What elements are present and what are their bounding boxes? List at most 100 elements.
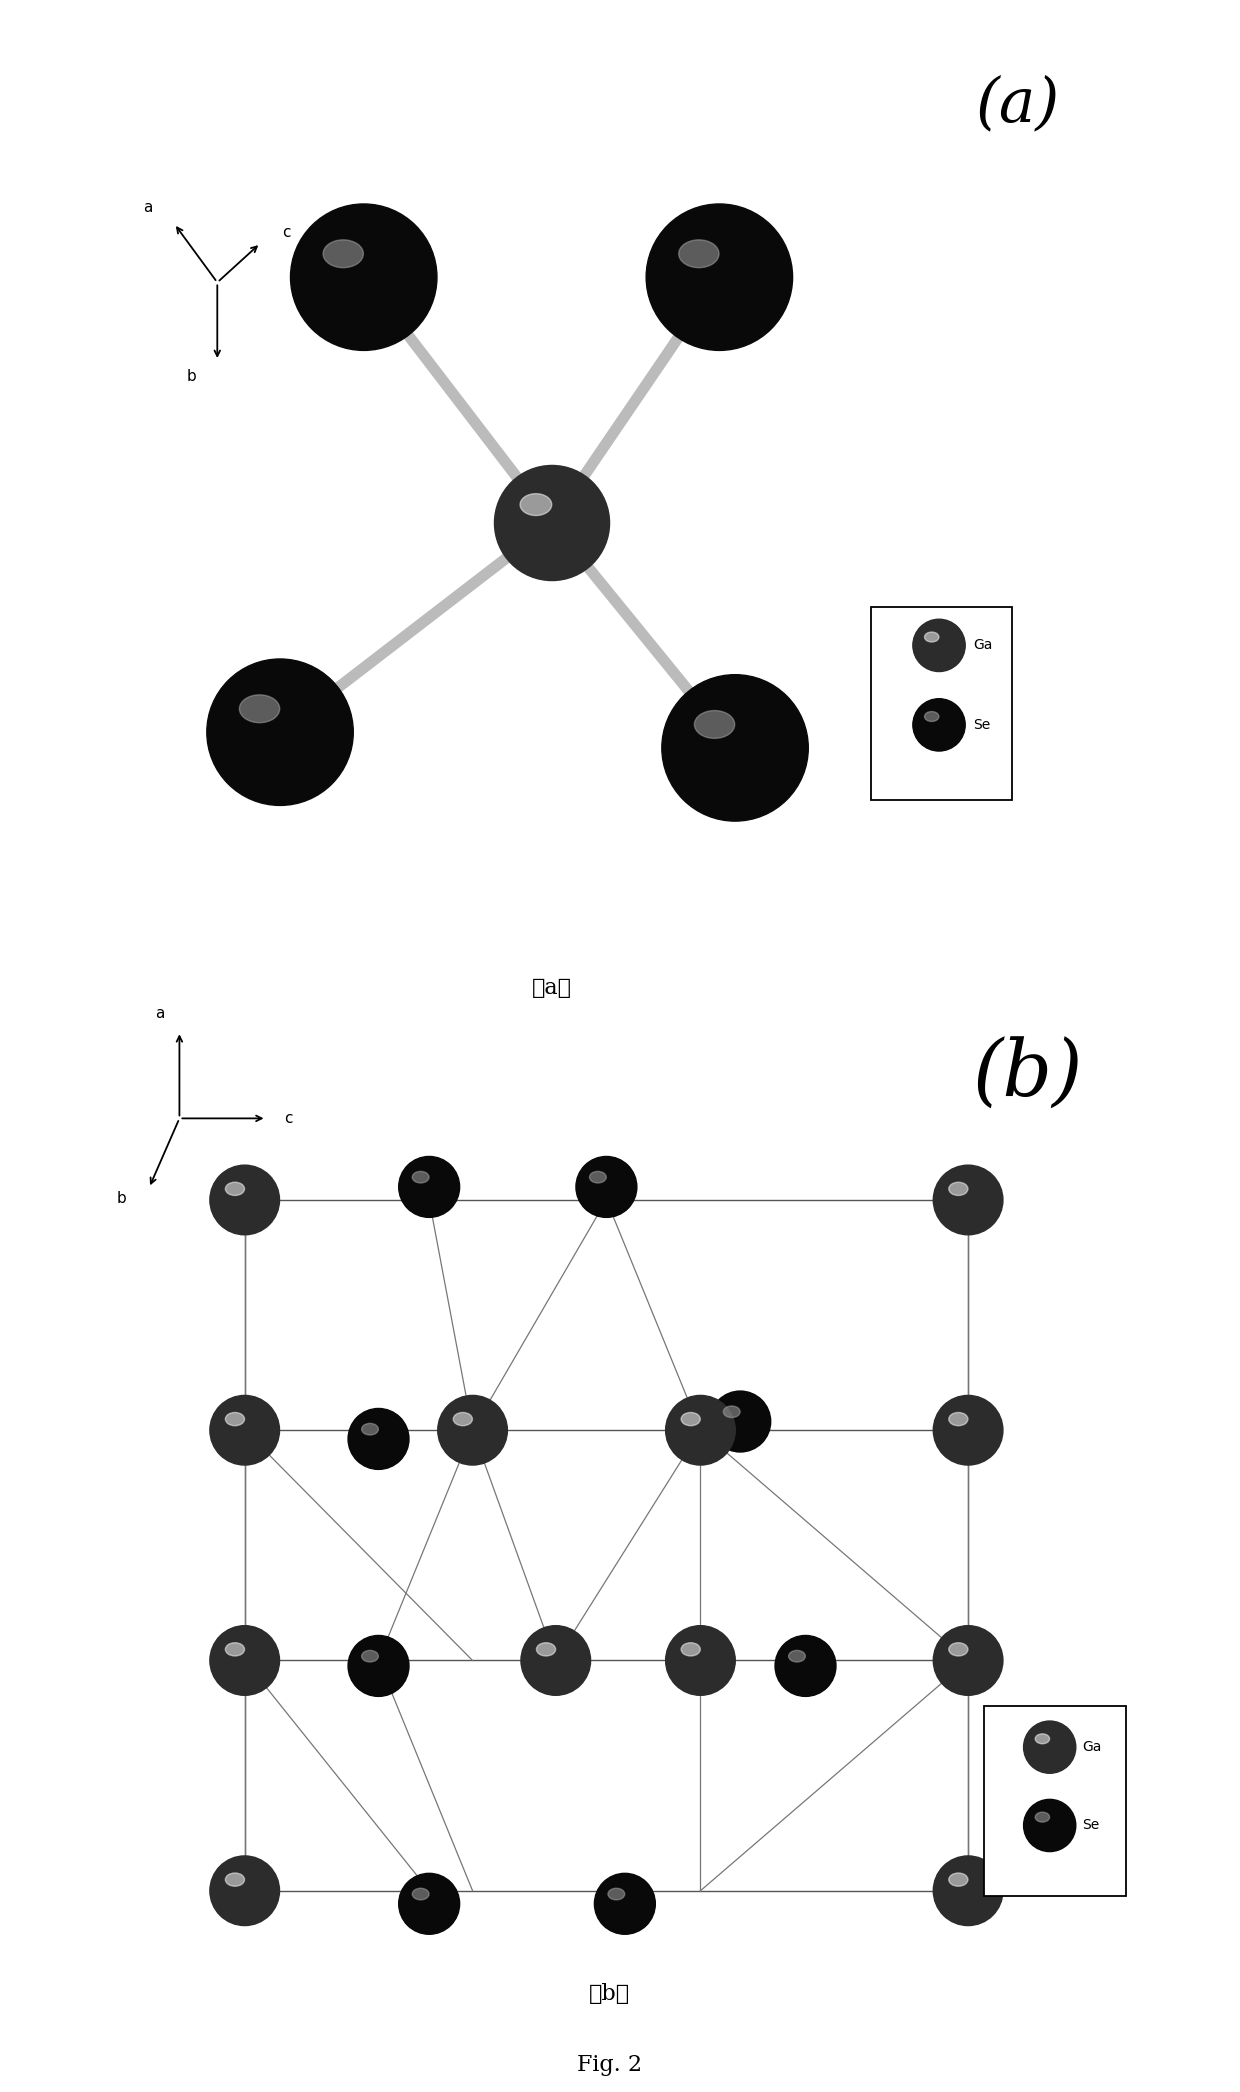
- Ellipse shape: [239, 692, 320, 772]
- Ellipse shape: [589, 1172, 606, 1182]
- Text: (b): (b): [972, 1038, 1084, 1113]
- Ellipse shape: [224, 1640, 264, 1680]
- Ellipse shape: [691, 249, 749, 308]
- Ellipse shape: [423, 1897, 436, 1910]
- Ellipse shape: [804, 1663, 807, 1667]
- Ellipse shape: [1034, 1732, 1065, 1761]
- Ellipse shape: [713, 1393, 768, 1450]
- Ellipse shape: [614, 1893, 636, 1916]
- Ellipse shape: [952, 1644, 983, 1676]
- Ellipse shape: [523, 1628, 588, 1692]
- Ellipse shape: [601, 1182, 611, 1192]
- Ellipse shape: [547, 517, 558, 529]
- Ellipse shape: [595, 1176, 618, 1199]
- Ellipse shape: [424, 1900, 434, 1908]
- Ellipse shape: [216, 667, 345, 797]
- Ellipse shape: [526, 1632, 585, 1690]
- Ellipse shape: [666, 1395, 735, 1464]
- Ellipse shape: [582, 1161, 631, 1211]
- Ellipse shape: [1048, 1745, 1052, 1749]
- Ellipse shape: [372, 1433, 386, 1446]
- Ellipse shape: [672, 1632, 728, 1688]
- Ellipse shape: [672, 230, 768, 324]
- Ellipse shape: [401, 1159, 458, 1215]
- Ellipse shape: [604, 1883, 646, 1925]
- Ellipse shape: [410, 1885, 448, 1923]
- Ellipse shape: [960, 1653, 977, 1669]
- Ellipse shape: [578, 1159, 635, 1215]
- Ellipse shape: [456, 1414, 489, 1448]
- Ellipse shape: [247, 699, 312, 766]
- Ellipse shape: [673, 232, 765, 322]
- Ellipse shape: [919, 705, 959, 745]
- Ellipse shape: [358, 1646, 399, 1686]
- Ellipse shape: [784, 1644, 827, 1688]
- Ellipse shape: [942, 1406, 993, 1456]
- Ellipse shape: [951, 1414, 985, 1448]
- Ellipse shape: [792, 1653, 820, 1680]
- Ellipse shape: [227, 680, 334, 784]
- Ellipse shape: [228, 1414, 262, 1448]
- Ellipse shape: [215, 1630, 275, 1690]
- Ellipse shape: [791, 1651, 820, 1680]
- Ellipse shape: [949, 1642, 987, 1680]
- Ellipse shape: [666, 678, 805, 818]
- Ellipse shape: [956, 1188, 981, 1211]
- Ellipse shape: [670, 1630, 732, 1692]
- Ellipse shape: [234, 1651, 255, 1672]
- Ellipse shape: [399, 1872, 460, 1935]
- Ellipse shape: [348, 1408, 409, 1469]
- Ellipse shape: [352, 266, 374, 289]
- Ellipse shape: [541, 1646, 570, 1676]
- Ellipse shape: [600, 1879, 650, 1929]
- Ellipse shape: [929, 715, 950, 736]
- Ellipse shape: [939, 1402, 998, 1460]
- Ellipse shape: [957, 1418, 980, 1441]
- Ellipse shape: [955, 1416, 981, 1443]
- Ellipse shape: [966, 1429, 970, 1431]
- Ellipse shape: [947, 1640, 990, 1682]
- Ellipse shape: [957, 1648, 980, 1672]
- Ellipse shape: [775, 1636, 836, 1697]
- Ellipse shape: [939, 1862, 998, 1920]
- Ellipse shape: [1040, 1816, 1059, 1835]
- Ellipse shape: [960, 1423, 977, 1439]
- Ellipse shape: [547, 1653, 564, 1669]
- Ellipse shape: [226, 1642, 244, 1657]
- Ellipse shape: [673, 686, 797, 810]
- Ellipse shape: [233, 1879, 257, 1904]
- Ellipse shape: [376, 1435, 382, 1441]
- Ellipse shape: [212, 1167, 278, 1232]
- Ellipse shape: [671, 1632, 730, 1690]
- Ellipse shape: [718, 1400, 763, 1443]
- Ellipse shape: [928, 634, 951, 657]
- Ellipse shape: [268, 720, 293, 745]
- Ellipse shape: [940, 1172, 997, 1228]
- Ellipse shape: [236, 1190, 253, 1209]
- Ellipse shape: [450, 1408, 495, 1452]
- Ellipse shape: [362, 1423, 396, 1456]
- Ellipse shape: [954, 1646, 983, 1676]
- Ellipse shape: [610, 1889, 640, 1918]
- Ellipse shape: [521, 1625, 590, 1695]
- Ellipse shape: [608, 1889, 625, 1900]
- Ellipse shape: [223, 1868, 267, 1912]
- Ellipse shape: [683, 1412, 718, 1448]
- Text: (a): (a): [976, 75, 1060, 134]
- Ellipse shape: [919, 626, 960, 665]
- Ellipse shape: [795, 1655, 816, 1676]
- Ellipse shape: [420, 1178, 438, 1195]
- Ellipse shape: [670, 1400, 732, 1462]
- Ellipse shape: [915, 701, 963, 749]
- Ellipse shape: [549, 1655, 562, 1667]
- Ellipse shape: [925, 711, 954, 738]
- Ellipse shape: [804, 1665, 807, 1667]
- Ellipse shape: [610, 1889, 640, 1918]
- Text: （b）: （b）: [589, 1983, 630, 2004]
- Ellipse shape: [956, 1879, 981, 1904]
- Ellipse shape: [367, 1427, 389, 1450]
- Ellipse shape: [446, 1404, 498, 1456]
- Ellipse shape: [920, 705, 959, 745]
- Ellipse shape: [915, 621, 962, 669]
- Ellipse shape: [1034, 1732, 1065, 1764]
